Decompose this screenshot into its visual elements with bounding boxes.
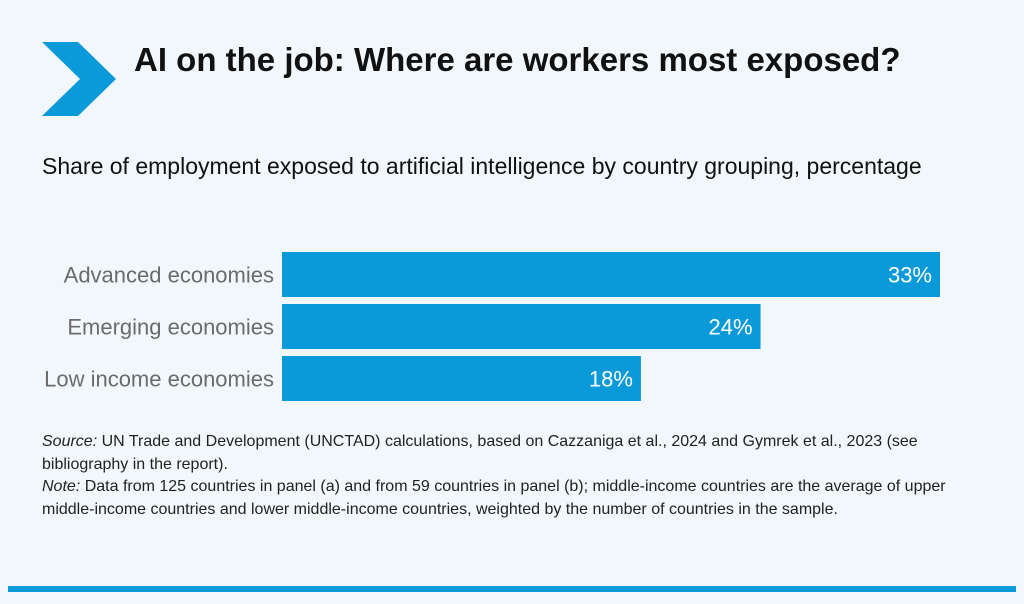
bottom-divider <box>8 586 1016 592</box>
footnote: Note: Data from 125 countries in panel (… <box>42 476 1002 521</box>
data-label: 18% <box>589 367 633 392</box>
chart-subtitle: Share of employment exposed to artificia… <box>42 153 922 179</box>
category-label: Low income economies <box>44 367 274 392</box>
page-title: AI on the job: Where are workers most ex… <box>134 41 901 78</box>
data-label: 24% <box>708 315 752 340</box>
bar <box>282 304 761 349</box>
data-label: 33% <box>888 263 932 288</box>
note-label: Note: <box>42 478 81 495</box>
source-note: Source: UN Trade and Development (UNCTAD… <box>42 431 1002 476</box>
bar <box>282 252 940 297</box>
bar-chart: Advanced economies 33% Emerging economies 2… <box>44 252 940 401</box>
note-text: Data from 125 countries in panel (a) and… <box>42 478 946 518</box>
chevron-shape <box>42 42 116 116</box>
source-text: UN Trade and Development (UNCTAD) calcul… <box>42 433 918 473</box>
bar <box>282 356 641 401</box>
category-label: Emerging economies <box>67 315 274 340</box>
chart-notes: Source: UN Trade and Development (UNCTAD… <box>42 431 1002 521</box>
category-label: Advanced economies <box>64 263 274 288</box>
chevron-right-icon <box>42 42 116 116</box>
source-label: Source: <box>42 433 98 450</box>
